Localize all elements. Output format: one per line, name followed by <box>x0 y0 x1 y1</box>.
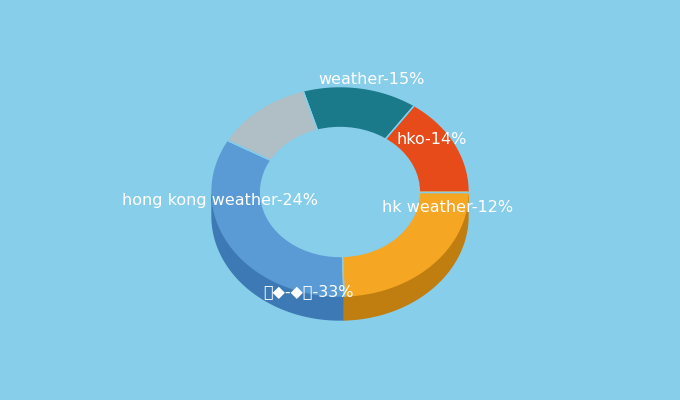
Text: weather-15%: weather-15% <box>319 72 425 88</box>
Polygon shape <box>386 107 468 192</box>
Polygon shape <box>212 141 344 296</box>
Polygon shape <box>228 92 318 160</box>
Polygon shape <box>212 194 344 320</box>
Text: hko-14%: hko-14% <box>397 132 467 148</box>
Text: hk weather-12%: hk weather-12% <box>382 200 513 216</box>
Polygon shape <box>303 88 413 139</box>
Polygon shape <box>343 192 468 296</box>
Polygon shape <box>344 195 468 320</box>
Text: hong kong weather-24%: hong kong weather-24% <box>122 192 318 208</box>
Text: 天◆-◆台-33%: 天◆-◆台-33% <box>262 284 353 300</box>
Ellipse shape <box>260 128 420 256</box>
Polygon shape <box>260 192 420 280</box>
